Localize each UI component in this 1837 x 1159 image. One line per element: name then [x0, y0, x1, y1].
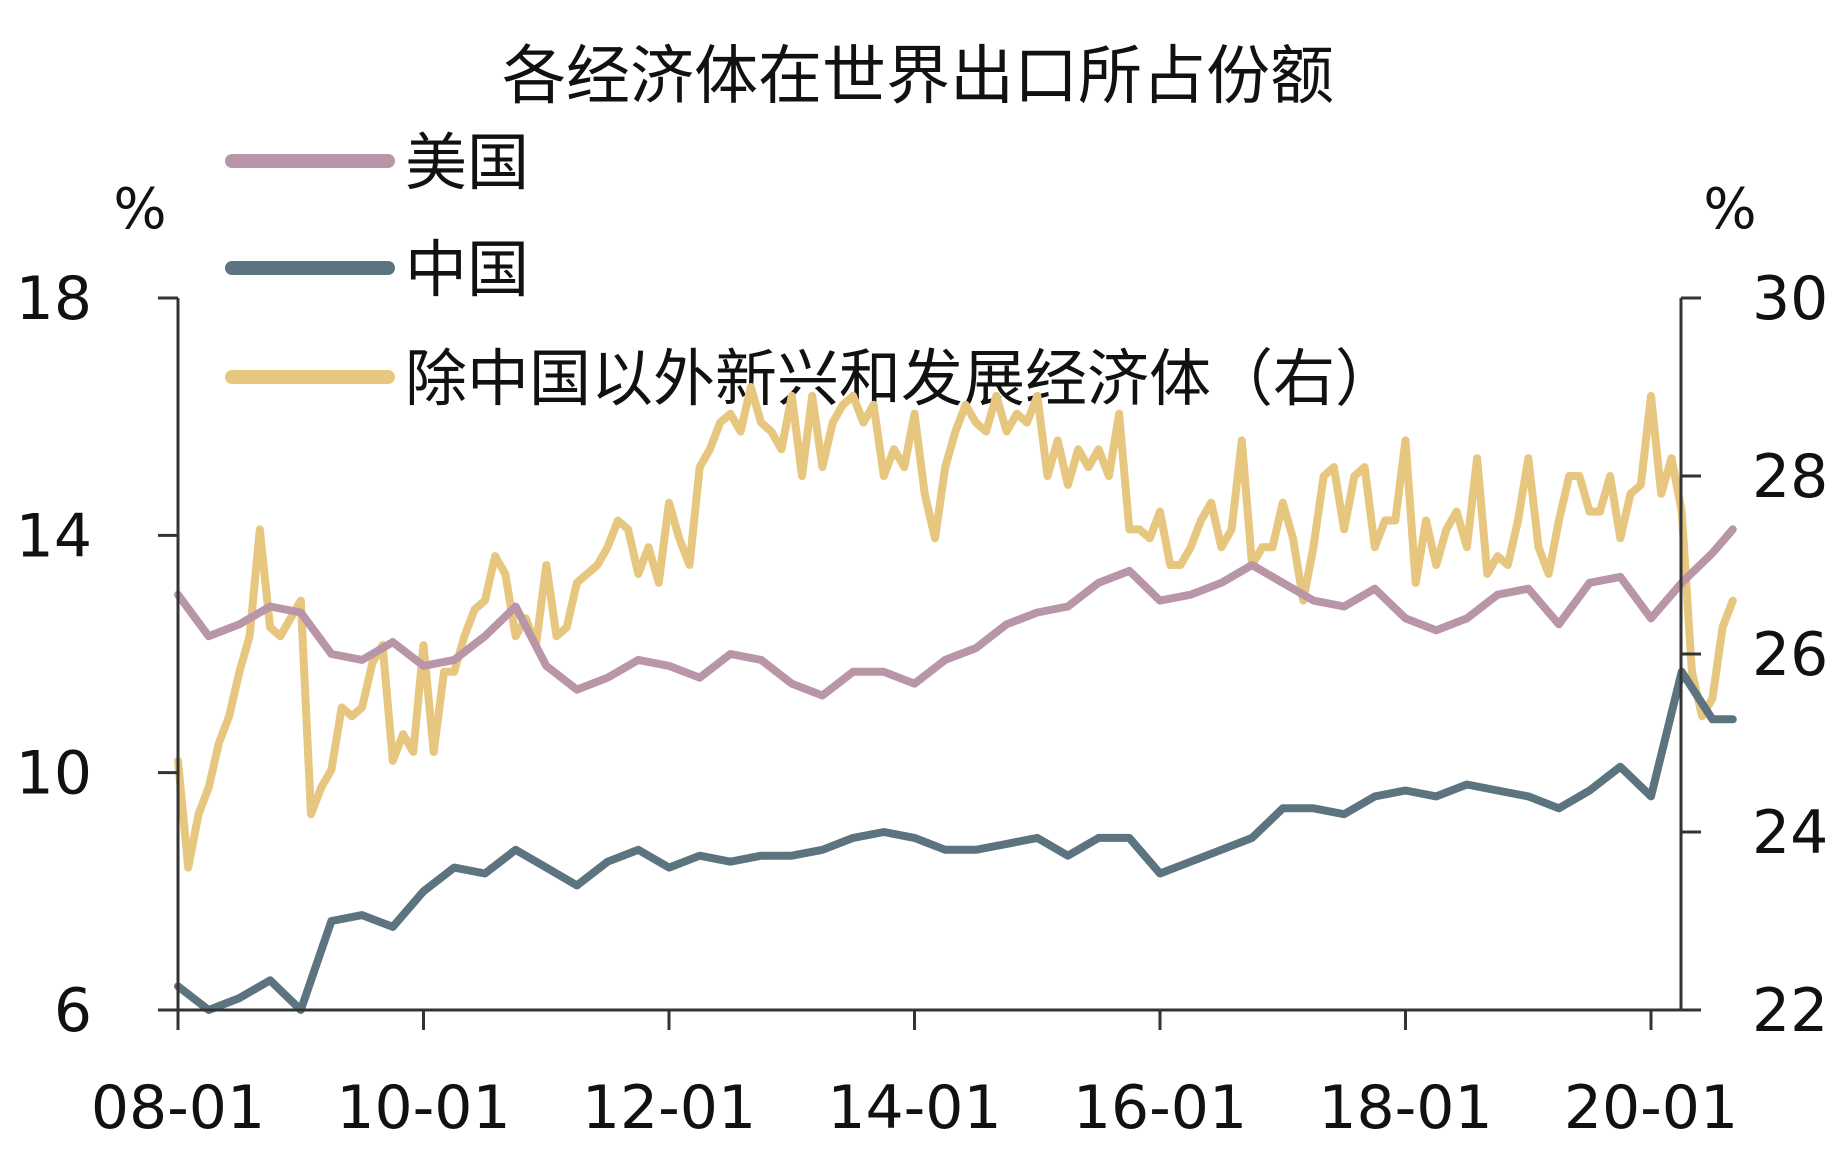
legend-label-emerging: 除中国以外新兴和发展经济体（右）: [405, 342, 1397, 415]
x-tick-label: 20-01: [1564, 1073, 1738, 1143]
axes: 18 14 10 6 30 28 26 24 22 08-01 10-01 12-01 14-01 16-…: [16, 264, 1829, 1143]
series-line-us: [174, 525, 1737, 700]
x-tick-label: 10-01: [336, 1073, 510, 1143]
series-line-china: [174, 667, 1737, 1014]
x-tick-label: 16-01: [1073, 1073, 1247, 1143]
right-tick-label: 22: [1752, 976, 1828, 1046]
left-axis-unit: %: [113, 177, 166, 242]
series-line-emerging: [174, 383, 1737, 872]
legend-label-us: 美国: [405, 126, 529, 199]
right-tick-label: 26: [1752, 620, 1828, 690]
right-axis-unit: %: [1703, 177, 1756, 242]
x-tick-label: 12-01: [582, 1073, 756, 1143]
right-tick-label: 28: [1752, 442, 1828, 512]
x-tick-label: 08-01: [91, 1073, 265, 1143]
left-tick-label: 10: [16, 739, 92, 809]
x-tick-label: 18-01: [1318, 1073, 1492, 1143]
chart-title: 各经济体在世界出口所占份额: [502, 40, 1334, 114]
x-tick-label: 14-01: [827, 1073, 1001, 1143]
right-tick-label: 30: [1752, 264, 1828, 334]
left-tick-label: 14: [16, 501, 92, 571]
left-tick-label: 18: [16, 264, 92, 334]
right-tick-label: 24: [1752, 798, 1828, 868]
left-tick-label: 6: [54, 976, 92, 1046]
plot-series: [174, 383, 1737, 1014]
legend-label-china: 中国: [405, 233, 529, 306]
legend: 美国 中国 除中国以外新兴和发展经济体（右）: [225, 126, 1397, 415]
